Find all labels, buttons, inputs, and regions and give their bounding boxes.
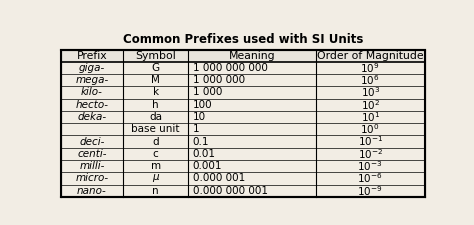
Text: deci-: deci- <box>79 137 105 146</box>
Text: m: m <box>151 161 161 171</box>
Text: $10^{-9}$: $10^{-9}$ <box>357 184 383 198</box>
Text: base unit: base unit <box>131 124 180 134</box>
Text: 1: 1 <box>193 124 200 134</box>
Text: $10^{-2}$: $10^{-2}$ <box>357 147 383 161</box>
Bar <box>61 50 425 62</box>
Text: k: k <box>153 88 159 97</box>
Text: $\mu$: $\mu$ <box>152 172 160 184</box>
Text: 0.000 001: 0.000 001 <box>193 173 245 183</box>
Text: Prefix: Prefix <box>77 51 107 61</box>
Text: mega-: mega- <box>75 75 109 85</box>
Text: 0.01: 0.01 <box>193 149 216 159</box>
Text: $10^{3}$: $10^{3}$ <box>361 86 380 99</box>
Text: hecto-: hecto- <box>75 100 109 110</box>
Text: G: G <box>152 63 160 73</box>
Text: $10^{2}$: $10^{2}$ <box>361 98 380 112</box>
Text: 0.1: 0.1 <box>193 137 210 146</box>
Text: h: h <box>152 100 159 110</box>
Text: $10^{0}$: $10^{0}$ <box>361 122 380 136</box>
Text: deka-: deka- <box>77 112 107 122</box>
Text: $10^{6}$: $10^{6}$ <box>361 73 380 87</box>
Text: micro-: micro- <box>75 173 109 183</box>
Text: kilo-: kilo- <box>81 88 103 97</box>
Text: n: n <box>152 186 159 196</box>
Text: 0.000 000 001: 0.000 000 001 <box>193 186 268 196</box>
Text: 1 000: 1 000 <box>193 88 222 97</box>
Text: 1 000 000 000: 1 000 000 000 <box>193 63 268 73</box>
Text: Common Prefixes used with SI Units: Common Prefixes used with SI Units <box>123 33 363 45</box>
Text: 0.001: 0.001 <box>193 161 222 171</box>
Text: M: M <box>151 75 160 85</box>
Text: nano-: nano- <box>77 186 107 196</box>
Text: milli-: milli- <box>79 161 105 171</box>
Text: c: c <box>153 149 158 159</box>
Text: Meaning: Meaning <box>228 51 275 61</box>
Text: giga-: giga- <box>79 63 105 73</box>
Text: Symbol: Symbol <box>135 51 176 61</box>
Text: d: d <box>152 137 159 146</box>
Text: 10: 10 <box>193 112 206 122</box>
Text: 1 000 000: 1 000 000 <box>193 75 245 85</box>
Text: $10^{-3}$: $10^{-3}$ <box>357 159 383 173</box>
Text: 100: 100 <box>193 100 212 110</box>
Text: $10^{-6}$: $10^{-6}$ <box>357 171 383 185</box>
Bar <box>61 50 425 197</box>
Text: $10^{9}$: $10^{9}$ <box>361 61 380 75</box>
Text: Order of Magnitude: Order of Magnitude <box>317 51 424 61</box>
Text: centi-: centi- <box>77 149 107 159</box>
Text: $10^{1}$: $10^{1}$ <box>361 110 380 124</box>
Text: da: da <box>149 112 162 122</box>
Text: $10^{-1}$: $10^{-1}$ <box>357 135 383 148</box>
